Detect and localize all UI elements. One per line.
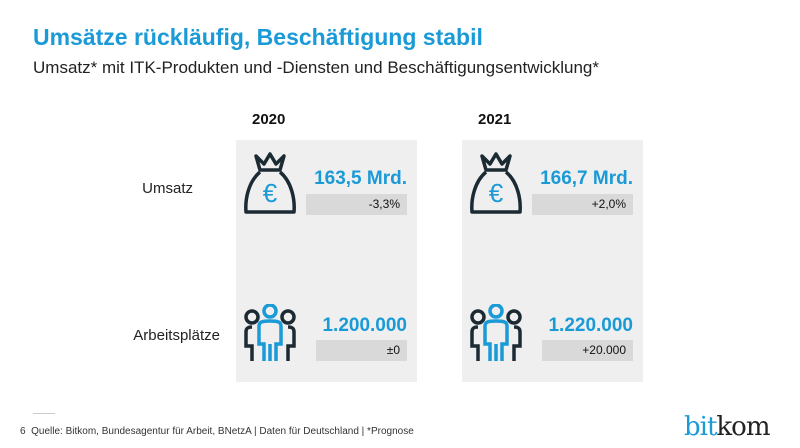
source-text: Quelle: Bitkom, Bundesagentur für Arbeit…	[31, 426, 414, 437]
money-bag-euro-icon: €	[470, 152, 522, 214]
row-label-revenue: Umsatz	[142, 180, 193, 197]
revenue-change: +2,0%	[532, 194, 633, 215]
jobs-change: ±0	[316, 340, 407, 361]
logo-part: bit	[684, 412, 717, 442]
page-subtitle: Umsatz* mit ITK-Produkten und -Diensten …	[33, 58, 600, 77]
year-label: 2021	[478, 111, 512, 128]
jobs-change: +20.000	[542, 340, 633, 361]
logo-part: kom	[716, 412, 770, 442]
page-title: Umsätze rückläufig, Beschäftigung stabil	[33, 24, 483, 50]
people-group-icon	[244, 304, 296, 361]
footer-source: 6 Quelle: Bitkom, Bundesagentur für Arbe…	[20, 426, 414, 437]
footer-divider	[33, 413, 55, 414]
row-label-jobs: Arbeitsplätze	[133, 327, 220, 344]
revenue-value: 166,7 Mrd.	[540, 168, 633, 189]
page-number: 6	[20, 426, 26, 437]
people-group-icon	[470, 304, 522, 361]
jobs-value: 1.220.000	[548, 315, 633, 336]
money-bag-euro-icon: €	[244, 152, 296, 214]
revenue-change: -3,3%	[306, 194, 407, 215]
revenue-value: 163,5 Mrd.	[314, 168, 407, 189]
bitkom-logo: bitkom	[684, 412, 770, 442]
svg-text:€: €	[263, 178, 278, 208]
year-label: 2020	[252, 111, 286, 128]
jobs-value: 1.200.000	[322, 315, 407, 336]
svg-text:€: €	[489, 178, 504, 208]
